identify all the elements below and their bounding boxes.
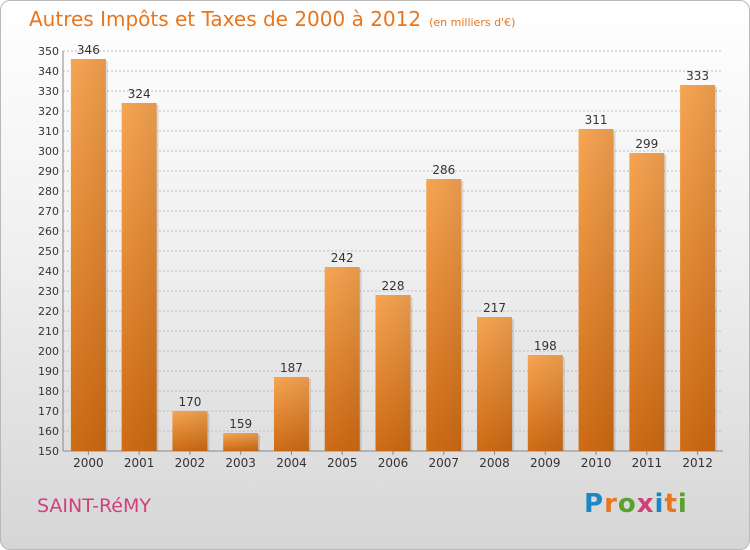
bar-shading	[121, 103, 157, 451]
y-tick-label: 170	[38, 405, 59, 418]
chart-unit: (en milliers d'€)	[429, 16, 516, 29]
data-label: 170	[178, 395, 201, 409]
proxiti-logo: Proxiti	[584, 489, 688, 519]
bar-shading	[70, 59, 106, 451]
x-tick-label: 2006	[378, 456, 409, 470]
x-tick-label: 2005	[327, 456, 358, 470]
chart-title: Autres Impôts et Taxes de 2000 à 2012 (en…	[29, 7, 515, 31]
y-tick-label: 200	[38, 345, 59, 358]
data-label: 324	[128, 87, 151, 101]
data-label: 346	[77, 43, 100, 57]
x-tick-label: 2008	[479, 456, 510, 470]
data-label: 217	[483, 301, 506, 315]
y-tick-label: 190	[38, 365, 59, 378]
x-tick-label: 2011	[632, 456, 663, 470]
y-tick-label: 330	[38, 85, 59, 98]
x-tick-label: 2010	[581, 456, 612, 470]
data-label: 187	[280, 361, 303, 375]
chart-title-text: Autres Impôts et Taxes de 2000 à 2012	[29, 7, 422, 31]
y-tick-label: 210	[38, 325, 59, 338]
y-tick-label: 340	[38, 65, 59, 78]
bar-shading	[527, 355, 563, 451]
bar-shading	[223, 433, 259, 451]
bar-shading	[477, 317, 513, 451]
logo-letter: i	[677, 489, 688, 519]
data-label: 159	[229, 417, 252, 431]
x-tick-label: 2001	[124, 456, 155, 470]
commune-name: SAINT-RéMY	[37, 495, 151, 517]
y-tick-label: 240	[38, 265, 59, 278]
logo-letter: P	[584, 489, 605, 519]
y-tick-label: 230	[38, 285, 59, 298]
x-tick-label: 2007	[428, 456, 459, 470]
data-label: 299	[635, 137, 658, 151]
bar-shading	[324, 267, 360, 451]
y-tick-label: 180	[38, 385, 59, 398]
data-label: 286	[432, 163, 455, 177]
x-tick-label: 2000	[73, 456, 104, 470]
y-tick-label: 310	[38, 125, 59, 138]
x-tick-label: 2012	[682, 456, 713, 470]
y-tick-label: 320	[38, 105, 59, 118]
x-tick-label: 2002	[175, 456, 206, 470]
x-tick-label: 2003	[225, 456, 256, 470]
data-label: 333	[686, 69, 709, 83]
y-tick-label: 350	[38, 45, 59, 58]
data-label: 242	[331, 251, 354, 265]
data-label: 228	[382, 279, 405, 293]
y-tick-label: 270	[38, 205, 59, 218]
data-label: 311	[585, 113, 608, 127]
x-tick-label: 2009	[530, 456, 561, 470]
logo-letter: x	[636, 489, 655, 519]
y-tick-label: 260	[38, 225, 59, 238]
logo-letter: r	[604, 489, 618, 519]
bar-shading	[172, 411, 208, 451]
bar-shading	[375, 295, 411, 451]
y-tick-label: 280	[38, 185, 59, 198]
bar-shading	[426, 179, 462, 451]
y-tick-label: 290	[38, 165, 59, 178]
bar-shading	[273, 377, 309, 451]
y-tick-label: 150	[38, 445, 59, 458]
y-tick-label: 300	[38, 145, 59, 158]
logo-letter: t	[664, 489, 678, 519]
x-tick-label: 2004	[276, 456, 307, 470]
y-tick-label: 250	[38, 245, 59, 258]
y-tick-label: 160	[38, 425, 59, 438]
bar-shading	[629, 153, 665, 451]
bar-shading	[680, 85, 716, 451]
logo-letter: o	[617, 489, 637, 519]
y-tick-label: 220	[38, 305, 59, 318]
data-label: 198	[534, 339, 557, 353]
bar-shading	[578, 129, 614, 451]
logo-letter: i	[654, 489, 665, 519]
